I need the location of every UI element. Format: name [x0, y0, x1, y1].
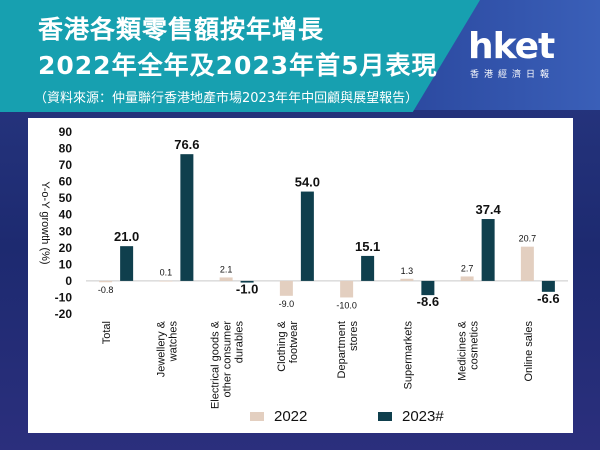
x-tick-label-line: cosmetics — [469, 321, 481, 370]
bar-2022-0 — [99, 280, 113, 283]
bar-2022-2 — [219, 277, 233, 281]
bar-2023-2 — [240, 280, 254, 283]
x-tick-label-line: stores — [348, 321, 360, 351]
x-tick-label-line: Clothing & — [276, 320, 288, 371]
data-label: 20.7 — [519, 234, 537, 244]
bar-2022-3 — [279, 280, 293, 296]
data-label: 15.1 — [355, 239, 380, 254]
x-tick-label: Clothing &footwear — [276, 320, 300, 371]
data-label: 37.4 — [475, 202, 501, 217]
y-tick-label: 0 — [65, 274, 72, 288]
bar-chart: Y-o-Y growth (%) -20 -10 0 10 20 30 40 50 60 70 80 9… — [39, 125, 568, 425]
title-line-2: 2022年全年及2023年首5月表現 — [38, 51, 438, 80]
x-tick-label: Total — [101, 321, 113, 344]
data-label: 54.0 — [295, 175, 320, 190]
data-label: -10.0 — [336, 300, 357, 310]
title-banner — [0, 0, 480, 112]
x-tick-label: Jewellery &watches — [155, 320, 179, 377]
y-tick-label: 60 — [59, 175, 73, 189]
x-tick-label: Departmentstores — [336, 321, 360, 379]
y-tick-label: 20 — [59, 241, 73, 255]
bar-2022-6 — [460, 276, 474, 281]
y-tick-label: 80 — [59, 142, 73, 156]
x-tick-label-line: Electrical goods & — [210, 320, 222, 409]
data-label: -6.6 — [537, 291, 559, 306]
x-tick-label: Online sales — [523, 321, 535, 382]
data-label: 0.1 — [160, 268, 173, 278]
bar-2023-4 — [361, 255, 375, 281]
x-tick-label-line: footwear — [288, 321, 300, 364]
data-label: -9.0 — [279, 299, 295, 309]
x-tick-label-line: Department — [336, 321, 348, 378]
y-tick-label: 50 — [59, 191, 73, 205]
y-tick-label: 30 — [59, 224, 73, 238]
legend-swatch-2023 — [378, 412, 392, 421]
legend-label-2022: 2022 — [274, 408, 307, 425]
legend-label-2023: 2023# — [402, 408, 444, 425]
x-tick-label: Medicines &cosmetics — [457, 320, 481, 381]
bar-2023-6 — [481, 219, 495, 281]
bar-2023-3 — [300, 191, 314, 281]
title-line-1: 香港各類零售額按年增長 — [38, 15, 325, 44]
data-label: -0.8 — [98, 285, 114, 295]
x-tick-label-line: Jewellery & — [155, 320, 167, 377]
hket-logo: hket — [468, 26, 555, 67]
data-label: 2.1 — [220, 264, 233, 274]
legend-swatch-2022 — [250, 412, 264, 421]
bar-2022-7 — [520, 246, 534, 281]
x-tick-label-line: Total — [101, 321, 113, 344]
bar-2023-7 — [541, 280, 555, 292]
y-axis-label: Y-o-Y growth (%) — [39, 181, 51, 264]
data-label: 2.7 — [461, 263, 474, 273]
y-tick-label: 90 — [59, 125, 73, 139]
y-tick-label: -20 — [55, 307, 73, 321]
x-tick-label-line: watches — [167, 321, 179, 363]
y-tick-label: -10 — [55, 290, 73, 304]
bar-2022-4 — [340, 280, 354, 298]
data-label: -8.6 — [417, 294, 439, 309]
x-tick-label-line: Medicines & — [457, 320, 469, 381]
source-note: （資料來源：仲量聯行香港地產市場2023年年中回顧與展望報告） — [34, 91, 419, 106]
y-tick-label: 70 — [59, 158, 73, 172]
data-label: -1.0 — [236, 282, 258, 297]
x-tick-label: Supermarkets — [402, 321, 414, 390]
x-tick-label-line: other consumer — [222, 321, 234, 398]
x-tick-label: Electrical goods &other consumerdurables — [210, 320, 246, 409]
bar-2023-0 — [120, 246, 134, 281]
x-tick-label-line: Online sales — [523, 321, 535, 382]
data-label: 1.3 — [401, 266, 414, 276]
y-tick-label: 40 — [59, 208, 73, 222]
x-tick-label-line: Supermarkets — [402, 321, 414, 390]
hket-logo-subtitle: 香港經濟日報 — [470, 70, 555, 80]
bar-2022-1 — [159, 280, 173, 282]
bar-2023-5 — [421, 280, 435, 296]
x-tick-label-line: durables — [234, 321, 246, 364]
data-label: 21.0 — [114, 229, 139, 244]
data-label: 76.6 — [174, 137, 199, 152]
bar-2022-5 — [400, 278, 414, 281]
bar-2023-1 — [180, 154, 194, 281]
y-tick-label: 10 — [59, 257, 73, 271]
chart-panel: Y-o-Y growth (%) -20 -10 0 10 20 30 40 50 60 70 80 9… — [28, 118, 573, 433]
